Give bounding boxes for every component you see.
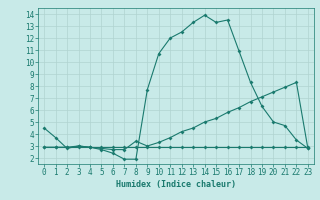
X-axis label: Humidex (Indice chaleur): Humidex (Indice chaleur) xyxy=(116,180,236,189)
